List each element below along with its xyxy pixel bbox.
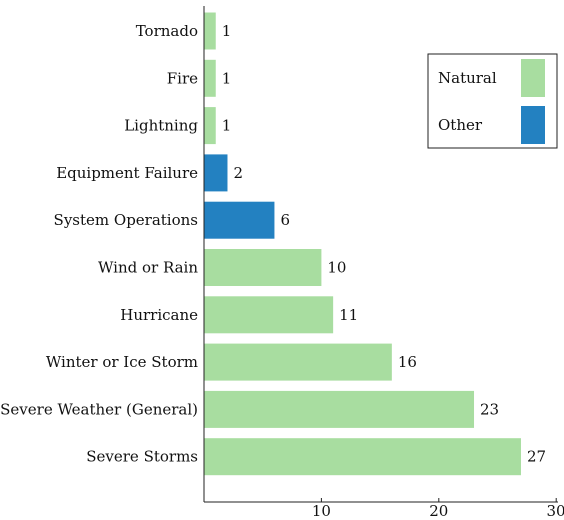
value-label-severe-storms: 27 [527, 448, 546, 466]
value-label-winter-or-ice-storm: 16 [398, 353, 417, 371]
bar-severe-weather-general [204, 390, 475, 428]
category-label-hurricane: Hurricane [120, 306, 198, 324]
bar-severe-storms [204, 438, 521, 476]
category-label-severe-storms: Severe Storms [86, 448, 198, 466]
legend: Natural Other [427, 53, 558, 149]
bar-hurricane [204, 296, 334, 334]
legend-label-other: Other [438, 116, 483, 134]
category-label-lightning: Lightning [124, 117, 198, 135]
value-label-lightning: 1 [222, 117, 232, 135]
value-label-hurricane: 11 [339, 306, 358, 324]
category-label-severe-weather-general: Severe Weather (General) [0, 400, 198, 418]
category-label-wind-or-rain: Wind or Rain [98, 259, 198, 277]
bar-equipment-failure [204, 154, 228, 192]
category-label-system-operations: System Operations [54, 211, 198, 229]
category-labels-group: Tornado Fire Lightning Equipment Failure Sys… [0, 22, 198, 466]
bar-wind-or-rain [204, 249, 322, 286]
x-tick-label-10: 10 [312, 502, 331, 520]
value-label-wind-or-rain: 10 [327, 259, 346, 277]
bars-group [204, 12, 521, 476]
value-label-fire: 1 [222, 69, 232, 87]
legend-swatch-other [521, 106, 545, 144]
x-tick-label-30: 30 [546, 502, 564, 520]
category-label-tornado: Tornado [136, 22, 198, 40]
legend-label-natural: Natural [438, 69, 497, 87]
bar-winter-or-ice-storm [204, 343, 392, 381]
category-label-equipment-failure: Equipment Failure [56, 164, 198, 182]
category-label-fire: Fire [167, 69, 198, 87]
bar-system-operations [204, 201, 275, 239]
value-label-system-operations: 6 [280, 211, 290, 229]
value-label-tornado: 1 [222, 22, 232, 40]
bar-tornado [204, 12, 216, 50]
axes-group: 10 20 30 [203, 6, 564, 520]
x-tick-label-20: 20 [429, 502, 448, 520]
legend-swatch-natural [521, 59, 545, 97]
bar-fire [204, 59, 216, 97]
value-label-equipment-failure: 2 [233, 164, 243, 182]
value-label-severe-weather-general: 23 [480, 400, 499, 418]
bar-lightning [204, 107, 216, 145]
category-label-winter-or-ice-storm: Winter or Ice Storm [46, 353, 198, 371]
